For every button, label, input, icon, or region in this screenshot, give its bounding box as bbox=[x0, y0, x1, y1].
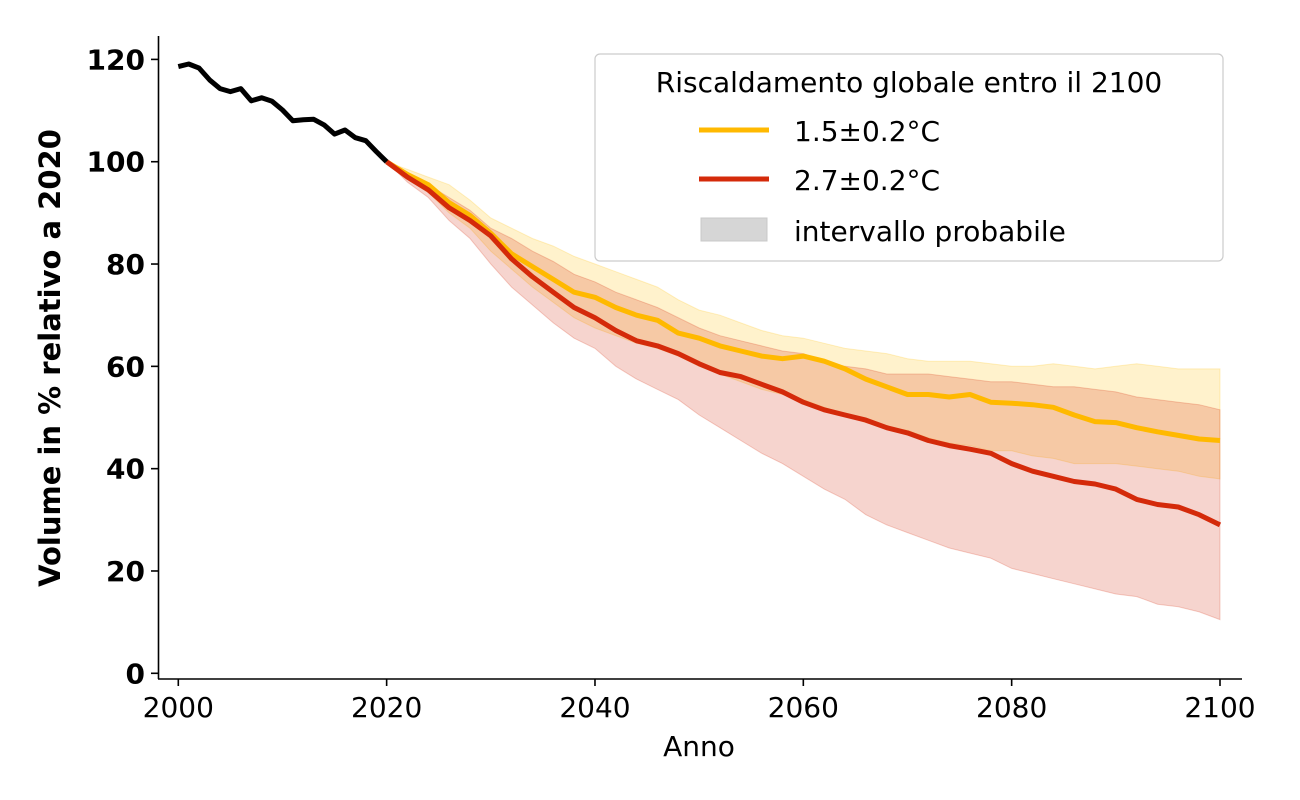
y-axis-title: Volume in % relativo a 2020 bbox=[33, 129, 67, 587]
x-tick-label: 2080 bbox=[976, 691, 1047, 724]
y-tick-label: 0 bbox=[126, 657, 145, 690]
y-tick-label: 120 bbox=[87, 43, 145, 76]
legend-entry-1-5c: 1.5±0.2°C bbox=[699, 115, 940, 148]
legend: Riscaldamento globale entro il 2100 1.5±… bbox=[594, 53, 1224, 262]
x-tick-label: 2040 bbox=[559, 691, 630, 724]
y-axis-ticks: 0 20 40 60 80 100 120 bbox=[87, 43, 159, 690]
x-axis-title: Anno bbox=[663, 730, 735, 763]
legend-title: Riscaldamento globale entro il 2100 bbox=[656, 66, 1162, 99]
y-tick-label: 40 bbox=[106, 453, 145, 486]
y-tick-label: 60 bbox=[106, 350, 145, 383]
series-line-2-7-0-2-c bbox=[385, 159, 1222, 528]
x-tick-label: 2000 bbox=[143, 691, 214, 724]
likely-range-band-2-7-0-2-c bbox=[386, 161, 1221, 621]
x-tick-label: 2020 bbox=[351, 691, 422, 724]
legend-entry-likely-range: intervallo probabile bbox=[700, 215, 1066, 248]
series-line-1-5-0-2-c bbox=[385, 159, 1221, 443]
legend-label-likely-range: intervallo probabile bbox=[794, 215, 1066, 248]
legend-swatch-patch-likely-range bbox=[700, 217, 768, 242]
y-tick-label: 20 bbox=[106, 555, 145, 588]
historical-line bbox=[177, 61, 389, 164]
legend-entry-2-7c: 2.7±0.2°C bbox=[699, 164, 940, 197]
y-tick-label: 80 bbox=[106, 248, 145, 281]
series-lines bbox=[177, 61, 1222, 528]
x-axis-ticks: 2000 2020 2040 2060 2080 2100 bbox=[143, 679, 1256, 724]
legend-label-2-7c: 2.7±0.2°C bbox=[794, 164, 940, 197]
legend-label-1-5c: 1.5±0.2°C bbox=[794, 115, 940, 148]
x-tick-label: 2060 bbox=[768, 691, 839, 724]
legend-frame bbox=[594, 53, 1224, 262]
x-tick-label: 2100 bbox=[1184, 691, 1255, 724]
y-tick-label: 100 bbox=[87, 146, 145, 179]
